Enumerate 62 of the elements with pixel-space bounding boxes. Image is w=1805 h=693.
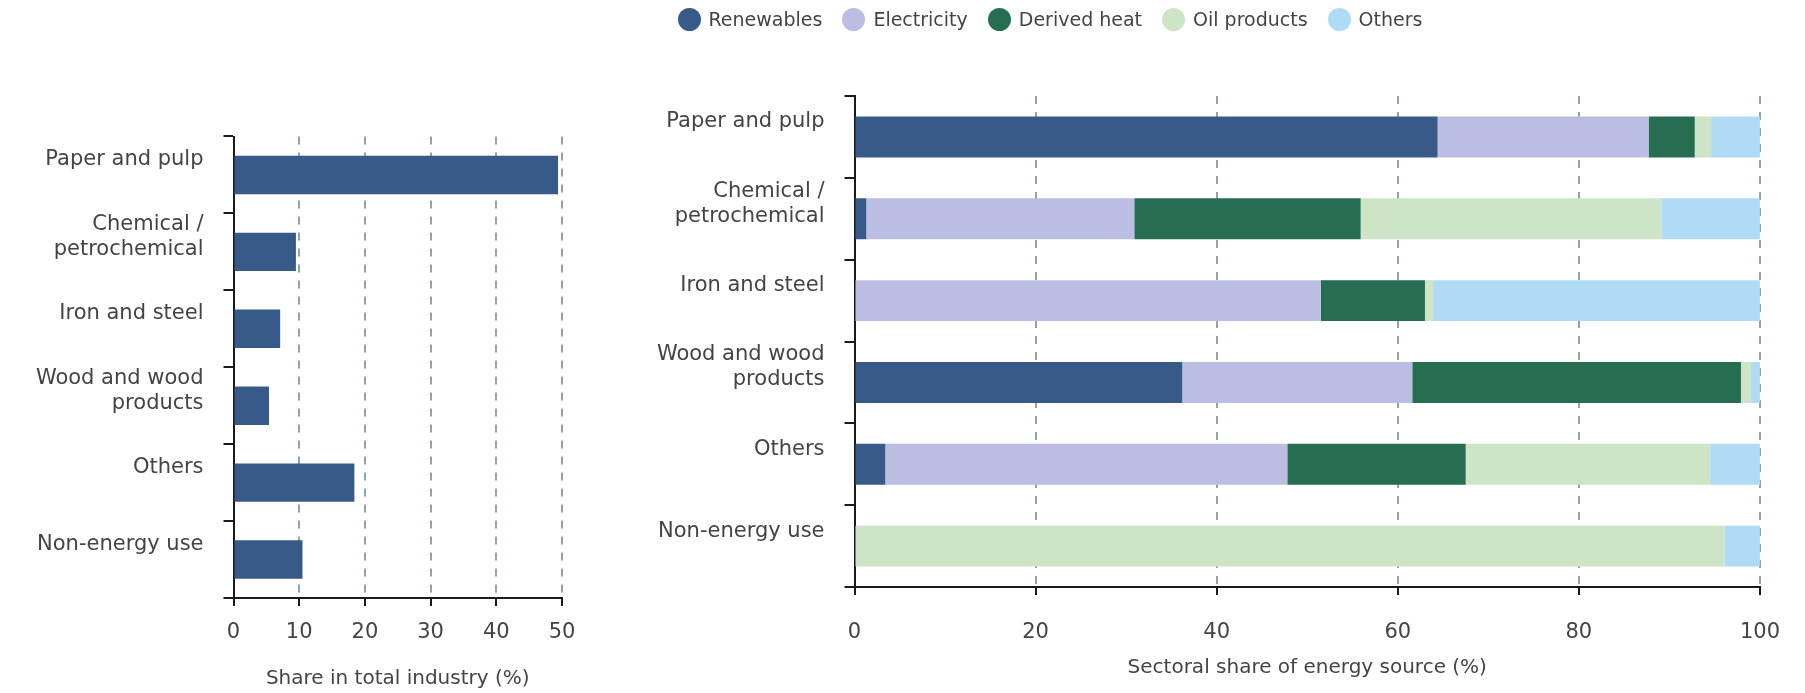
x-tick-label: 40 — [482, 619, 510, 644]
x-tick-label: 0 — [847, 619, 862, 644]
y-tick-label: Paper and pulp — [666, 108, 825, 133]
bar — [1694, 116, 1712, 158]
legend-label: Derived heat — [1018, 8, 1143, 31]
x-tick-label: 60 — [1384, 619, 1412, 644]
bar — [234, 540, 303, 579]
x-axis-title: Sectoral share of energy source (%) — [1127, 654, 1487, 679]
bar — [855, 280, 1321, 322]
bar — [234, 155, 559, 195]
x-tick-label: 100 — [1739, 619, 1781, 644]
y-tick-label: Non-energy use — [37, 530, 204, 555]
x-tick-label: 20 — [351, 619, 379, 644]
x-tick-label: 30 — [417, 619, 444, 644]
bar — [1182, 361, 1413, 403]
y-tick-label: Iron and steel — [680, 272, 825, 297]
bar — [885, 443, 1288, 485]
bar — [1740, 361, 1751, 403]
bar — [1661, 198, 1760, 240]
bar — [855, 443, 886, 485]
y-tick-label: Wood and wood products — [35, 364, 204, 414]
x-tick-label: 10 — [285, 619, 313, 644]
bar — [1320, 280, 1425, 322]
y-tick-label: Others — [132, 454, 204, 479]
legend-label: Others — [1358, 8, 1423, 31]
y-tick-label: Non-energy use — [658, 517, 825, 542]
bar — [1433, 280, 1760, 322]
bar — [1465, 443, 1711, 485]
y-tick-label: Chemical / petrochemical — [53, 210, 205, 260]
bar — [866, 198, 1135, 240]
x-tick-label: 50 — [548, 619, 576, 644]
bar — [1724, 525, 1760, 567]
y-tick-label: Wood and wood products — [656, 341, 825, 391]
bar — [1710, 443, 1760, 485]
legend-label: Electricity — [873, 8, 968, 31]
bar — [1648, 116, 1695, 158]
y-tick-label: Iron and steel — [59, 300, 204, 325]
y-tick-label: Others — [753, 435, 825, 460]
legend-label: Oil products — [1193, 8, 1308, 31]
bar — [855, 525, 1725, 567]
y-tick-label: Chemical / petrochemical — [674, 177, 826, 227]
legend-label: Renewables — [708, 8, 823, 31]
bar — [1134, 198, 1361, 240]
bar — [1711, 116, 1760, 158]
x-tick-label: 20 — [1022, 619, 1049, 644]
x-tick-label: 40 — [1203, 619, 1231, 644]
bar — [1437, 116, 1649, 158]
bar — [234, 232, 296, 272]
bar — [1360, 198, 1662, 240]
bar — [855, 116, 1438, 158]
bar — [855, 361, 1183, 403]
x-tick-label: 80 — [1565, 619, 1593, 644]
bar — [1412, 361, 1741, 403]
bar — [234, 386, 269, 425]
y-tick-label: Paper and pulp — [45, 146, 204, 171]
bar — [234, 309, 281, 349]
bar — [234, 463, 355, 502]
bar — [1287, 443, 1466, 485]
bar — [1424, 280, 1434, 322]
bar — [855, 198, 867, 240]
x-axis-title: Share in total industry (%) — [265, 665, 530, 690]
x-tick-label: 0 — [226, 619, 241, 644]
